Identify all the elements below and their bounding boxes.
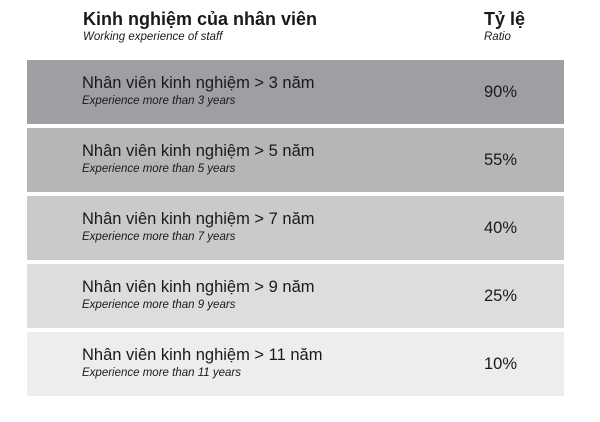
table-row: Nhân viên kinh nghiệm > 11 năm Experienc…: [27, 332, 564, 396]
table-row: Nhân viên kinh nghiệm > 5 năm Experience…: [27, 128, 564, 192]
header-title: Kinh nghiệm của nhân viên: [83, 9, 318, 29]
row-ratio: 40%: [484, 219, 518, 237]
header-ratio-column: Tỷ lệ Ratio: [484, 8, 525, 44]
row-title: Nhân viên kinh nghiệm > 11 năm: [82, 346, 323, 364]
row-subtitle: Experience more than 3 years: [82, 95, 236, 107]
header-experience-column: Kinh nghiệm của nhân viên Working experi…: [83, 8, 317, 44]
row-subtitle: Experience more than 7 years: [82, 231, 236, 243]
row-ratio: 90%: [484, 83, 518, 101]
row-subtitle: Experience more than 9 years: [82, 299, 236, 311]
row-title: Nhân viên kinh nghiệm > 3 năm: [82, 74, 315, 92]
ratio-header-title: Tỷ lệ: [484, 9, 526, 29]
table-row: Nhân viên kinh nghiệm > 3 năm Experience…: [27, 60, 564, 124]
table-row: Nhân viên kinh nghiệm > 9 năm Experience…: [27, 264, 564, 328]
ratio-header-subtitle: Ratio: [484, 31, 511, 43]
row-ratio: 10%: [484, 355, 518, 373]
row-ratio: 25%: [484, 287, 518, 305]
experience-rows: Nhân viên kinh nghiệm > 3 năm Experience…: [27, 60, 564, 400]
row-title: Nhân viên kinh nghiệm > 5 năm: [82, 142, 315, 160]
row-ratio: 55%: [484, 151, 518, 169]
row-subtitle: Experience more than 11 years: [82, 367, 241, 379]
table-row: Nhân viên kinh nghiệm > 7 năm Experience…: [27, 196, 564, 260]
row-title: Nhân viên kinh nghiệm > 9 năm: [82, 278, 315, 296]
row-title: Nhân viên kinh nghiệm > 7 năm: [82, 210, 315, 228]
header-subtitle: Working experience of staff: [83, 31, 223, 43]
row-subtitle: Experience more than 5 years: [82, 163, 236, 175]
table-header: Kinh nghiệm của nhân viên Working experi…: [0, 0, 600, 58]
